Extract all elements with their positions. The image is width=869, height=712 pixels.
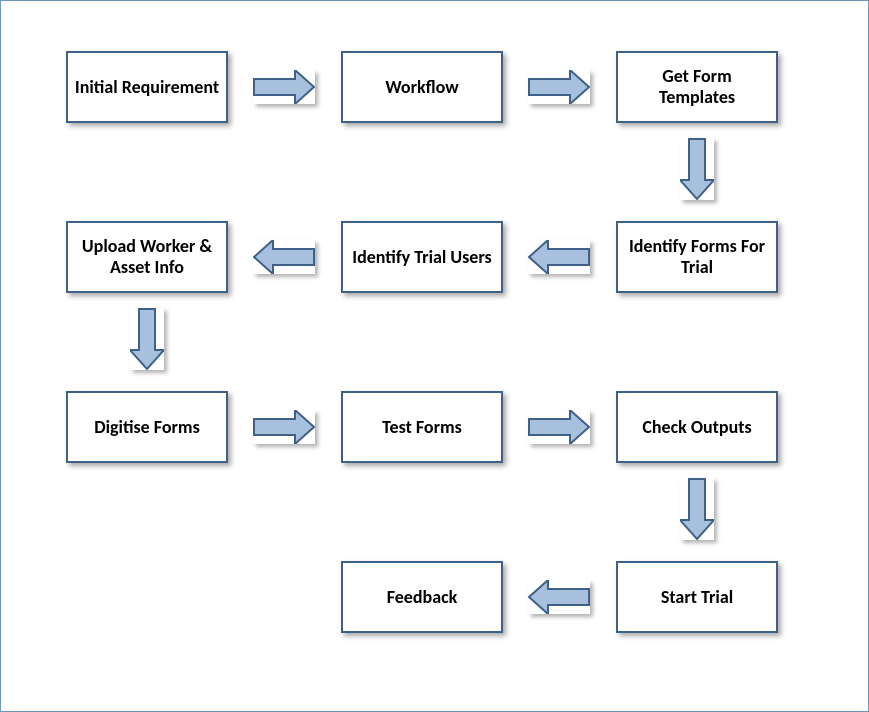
diagram-frame: Initial Requirement Workflow Get Form Temp… — [0, 0, 869, 712]
flow-node-n3: Get Form Templates — [616, 51, 778, 123]
flow-node-n6: Upload Worker & Asset Info — [66, 221, 228, 293]
flow-arrow-e3 — [680, 138, 714, 200]
flow-node-label: Check Outputs — [642, 417, 751, 438]
flow-node-label: Feedback — [387, 587, 458, 608]
flow-node-n1: Initial Requirement — [66, 51, 228, 123]
flow-node-n4: Identify Forms For Trial — [616, 221, 778, 293]
flow-arrow-e9 — [680, 478, 714, 540]
flowchart-canvas: Initial Requirement Workflow Get Form Temp… — [21, 21, 850, 693]
flow-arrow-e2 — [528, 70, 590, 104]
flow-arrow-e7 — [253, 410, 315, 444]
flow-node-n8: Test Forms — [341, 391, 503, 463]
flow-node-n9: Check Outputs — [616, 391, 778, 463]
flow-node-label: Workflow — [385, 77, 458, 98]
flow-node-label: Identify Forms For Trial — [624, 236, 770, 277]
flow-arrow-e8 — [528, 410, 590, 444]
flow-node-n2: Workflow — [341, 51, 503, 123]
flow-arrow-e5 — [253, 240, 315, 274]
flow-node-label: Start Trial — [661, 587, 733, 608]
flow-node-label: Test Forms — [382, 417, 462, 438]
flow-node-label: Identify Trial Users — [352, 247, 491, 268]
flow-arrow-e10 — [528, 580, 590, 614]
flow-node-n10: Start Trial — [616, 561, 778, 633]
flow-arrow-e4 — [528, 240, 590, 274]
flow-node-n11: Feedback — [341, 561, 503, 633]
flow-node-label: Get Form Templates — [624, 66, 770, 107]
flow-arrow-e6 — [130, 308, 164, 370]
flow-node-label: Upload Worker & Asset Info — [74, 236, 220, 277]
flow-node-n7: Digitise Forms — [66, 391, 228, 463]
flow-arrow-e1 — [253, 70, 315, 104]
flow-node-n5: Identify Trial Users — [341, 221, 503, 293]
flow-node-label: Digitise Forms — [94, 417, 200, 438]
flow-node-label: Initial Requirement — [75, 77, 219, 98]
